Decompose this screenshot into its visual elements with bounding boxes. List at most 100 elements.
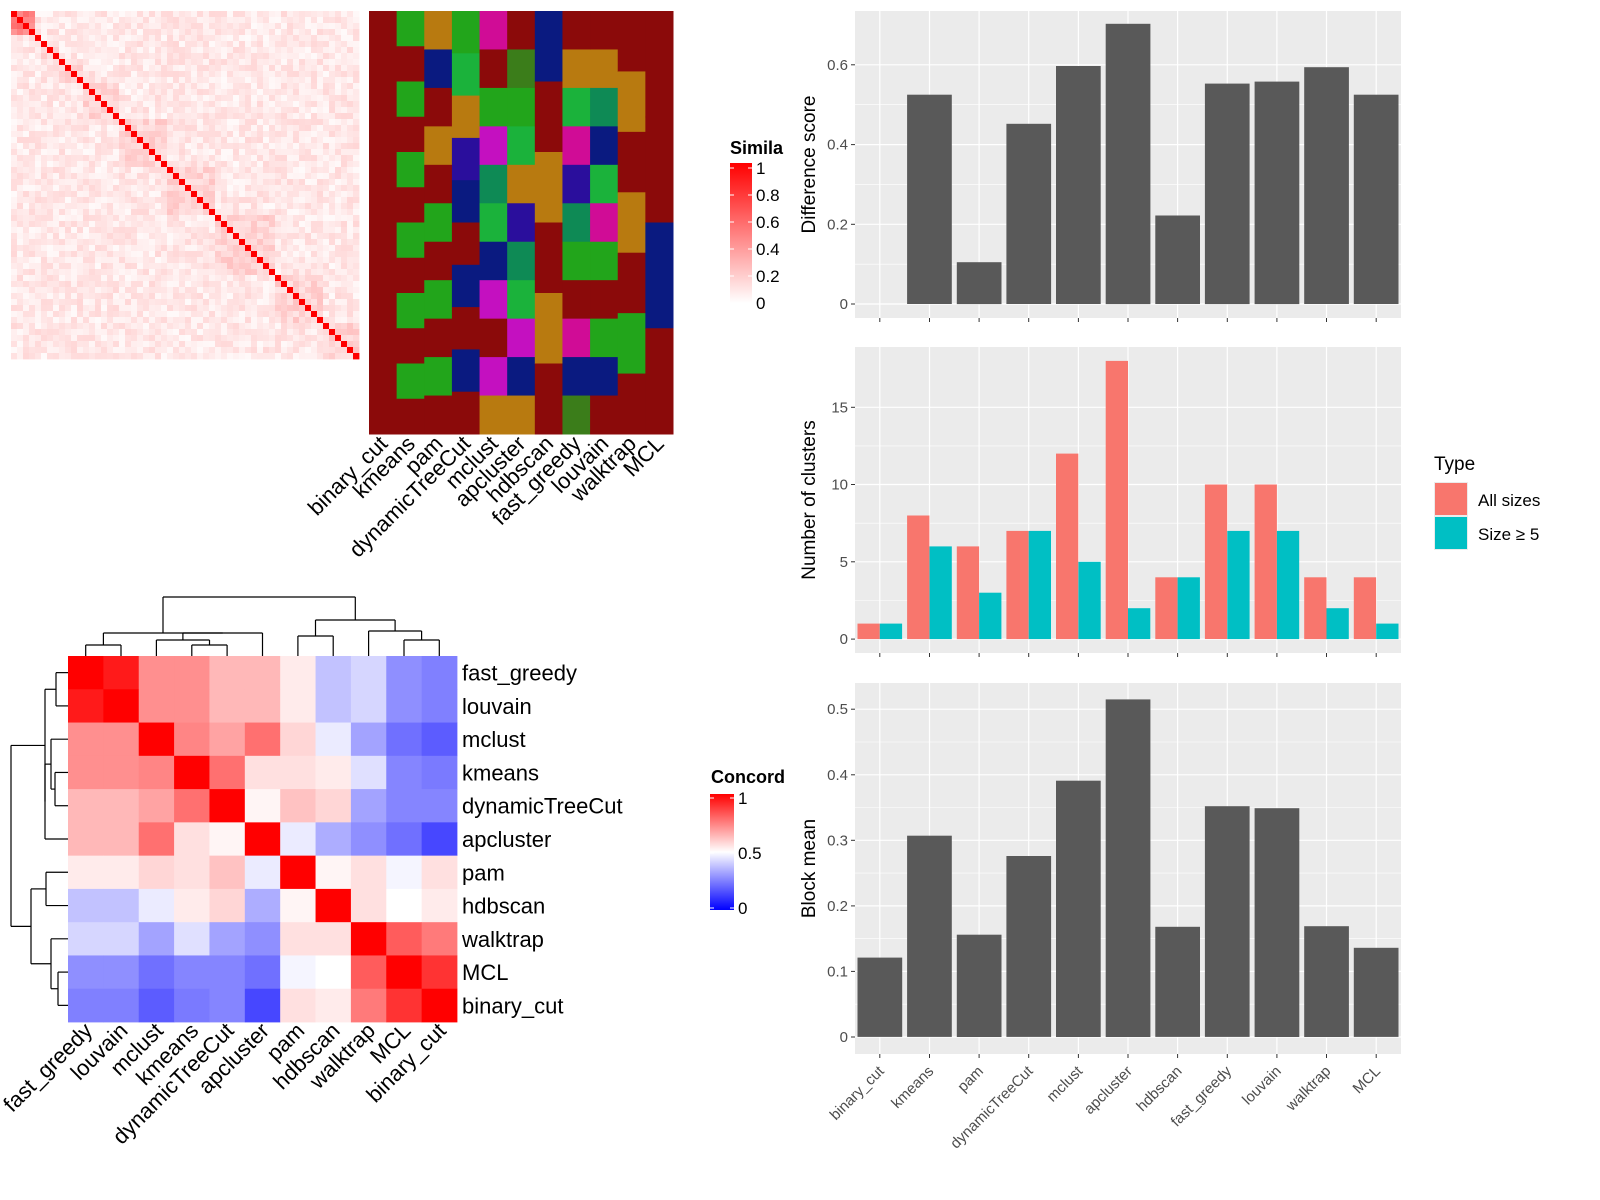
similarity-cell [245,41,252,48]
similarity-cell [77,347,84,354]
similarity-cell [227,167,234,174]
similarity-cell [293,23,300,30]
similarity-cell [83,197,90,204]
similarity-cell [113,257,120,264]
similarity-cell [173,149,180,156]
similarity-cell [17,233,24,240]
similarity-cell [191,35,198,42]
y-tick-label: 5 [840,554,848,571]
similarity-cell [23,125,30,132]
similarity-cell [329,77,336,84]
similarity-cell [149,239,156,246]
similarity-cell [143,311,150,318]
similarity-cell [257,185,264,192]
similarity-cell [173,191,180,198]
similarity-cell [257,215,264,222]
similarity-cell [83,11,90,18]
concordance-cell [315,755,352,790]
similarity-cell [203,329,210,336]
concordance-cell [350,722,387,757]
similarity-cell [227,125,234,132]
similarity-cell [77,311,84,318]
similarity-cell [149,347,156,354]
similarity-cell [161,119,168,126]
similarity-cell [41,323,48,330]
similarity-cell [17,335,24,342]
similarity-cell [89,299,96,306]
y-tick-label: 0.4 [827,767,848,784]
similarity-cell [185,281,192,288]
similarity-cell [161,23,168,30]
similarity-cell [203,23,210,30]
similarity-cell [299,251,306,258]
similarity-cell [317,341,324,348]
similarity-cell [323,221,330,228]
similarity-cell [71,41,78,48]
similarity-cell [161,179,168,186]
similarity-cell [95,215,102,222]
similarity-cell [83,263,90,270]
similarity-cell [347,233,354,240]
similarity-cell [299,71,306,78]
similarity-cell [29,137,36,144]
similarity-cell [287,197,294,204]
similarity-cell [323,335,330,342]
similarity-cell [59,11,66,18]
similarity-cell [281,95,288,102]
similarity-cell [83,245,90,252]
similarity-cell [89,35,96,42]
similarity-cell [221,281,228,288]
similarity-cell [131,155,138,162]
similarity-cell [185,149,192,156]
similarity-cell [311,305,318,312]
similarity-cell [149,329,156,336]
membership-cell [534,222,563,294]
similarity-cell [317,293,324,300]
similarity-cell [83,269,90,276]
similarity-cell [239,323,246,330]
similarity-cell [11,299,18,306]
similarity-cell [167,341,174,348]
similarity-cell [71,227,78,234]
similarity-cell [233,113,240,120]
similarity-cell [245,167,252,174]
similarity-cell [47,305,54,312]
similarity-cell [53,239,60,246]
similarity-cell [203,101,210,108]
similarity-cell [293,71,300,78]
similarity-cell [263,107,270,114]
similarity-cell [125,83,132,90]
similarity-cell [299,221,306,228]
similarity-cell [263,113,270,120]
similarity-cell [251,275,258,282]
similarity-cell [41,149,48,156]
similarity-cell [59,239,66,246]
similarity-cell [131,77,138,84]
similarity-cell [317,173,324,180]
similarity-cell [47,257,54,264]
concordance-cell [103,922,140,956]
similarity-cell [209,287,216,294]
membership-cell [507,87,536,127]
similarity-cell [251,263,258,270]
similarity-cell [167,293,174,300]
similarity-cell [155,341,162,348]
similarity-cell [155,335,162,342]
similarity-cell [299,347,306,354]
x-tick-label: pam [954,1063,987,1096]
similarity-cell [161,203,168,210]
similarity-cell [197,167,204,174]
similarity-cell [299,89,306,96]
similarity-cell [29,113,36,120]
similarity-cell [29,263,36,270]
similarity-cell [185,263,192,270]
similarity-cell [143,317,150,324]
similarity-cell [353,341,360,348]
similarity-cell [89,83,96,90]
similarity-cell [29,257,36,264]
similarity-cell [35,107,42,114]
similarity-cell [143,203,150,210]
similarity-cell [293,137,300,144]
similarity-cell [209,203,216,210]
concordance-cell [244,722,281,757]
